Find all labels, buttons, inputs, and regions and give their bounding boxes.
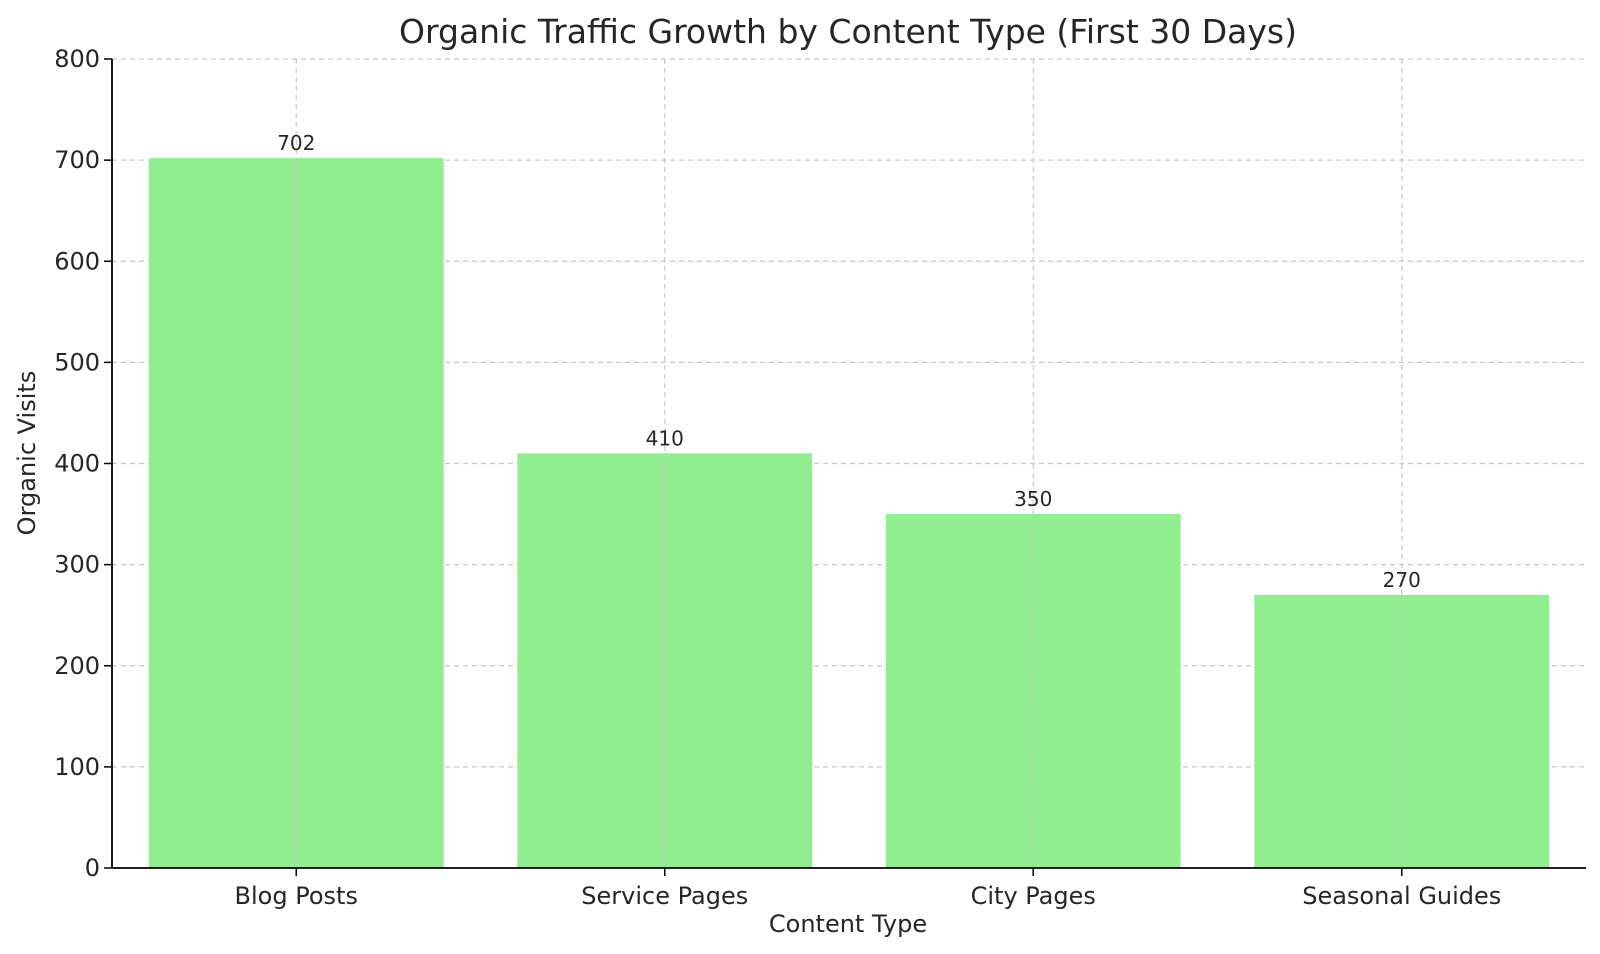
y-tick-label: 300: [54, 551, 100, 579]
vertical-grid-lines: [295, 59, 1403, 868]
bars: [148, 158, 1550, 869]
data-labels: 702 410 350 270: [277, 131, 1421, 592]
bar-value-label: 702: [277, 131, 315, 155]
chart-title: Organic Traffic Growth by Content Type (…: [399, 12, 1297, 51]
y-ticks: 0 100 200 300 400 500 600 700 800: [54, 45, 112, 882]
y-tick-label: 700: [54, 146, 100, 174]
y-tick-label: 200: [54, 652, 100, 680]
y-tick-label: 400: [54, 450, 100, 478]
bar-value-label: 270: [1383, 568, 1421, 592]
x-tick-label: Service Pages: [581, 882, 748, 910]
x-tick-label: City Pages: [971, 882, 1096, 910]
bar: [1254, 594, 1550, 868]
x-axis-label: Content Type: [769, 910, 927, 938]
y-tick-label: 0: [85, 854, 100, 882]
y-tick-label: 500: [54, 348, 100, 376]
bar-value-label: 410: [646, 426, 684, 450]
x-ticks: Blog Posts Service Pages City Pages Seasona…: [235, 868, 1501, 910]
y-axis-label: Organic Visits: [13, 371, 41, 536]
bar-value-label: 350: [1014, 487, 1052, 511]
x-tick-label: Blog Posts: [235, 882, 358, 910]
y-tick-label: 600: [54, 247, 100, 275]
y-tick-label: 800: [54, 45, 100, 73]
x-tick-label: Seasonal Guides: [1302, 882, 1501, 910]
y-tick-label: 100: [54, 753, 100, 781]
bar: [517, 453, 813, 868]
